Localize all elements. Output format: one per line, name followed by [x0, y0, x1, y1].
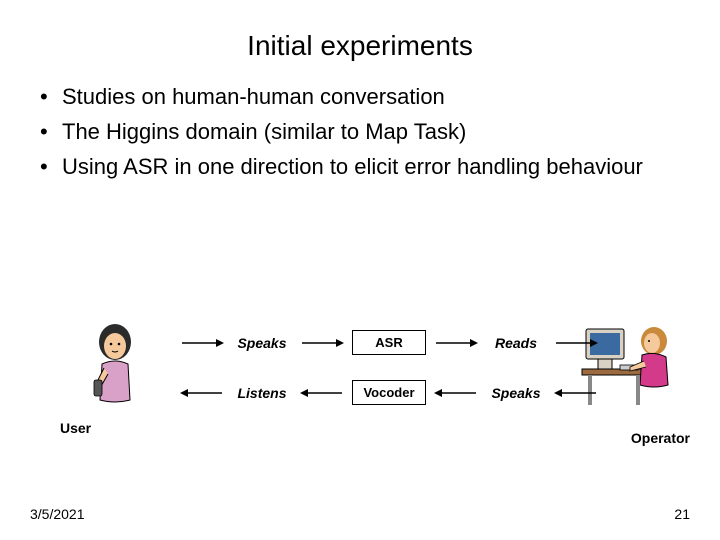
bullet-list: Studies on human-human conversation The …	[0, 82, 720, 182]
bullet-item: Using ASR in one direction to elicit err…	[40, 152, 690, 183]
flow-label-reads: Reads	[486, 335, 546, 351]
arrow-left-icon	[180, 387, 224, 399]
arrow-left-icon	[434, 387, 478, 399]
flow-label-listens: Listens	[232, 385, 292, 401]
flow-row-top: Speaks ASR Reads	[180, 330, 598, 355]
flow-row-bottom: Listens Vocoder Speaks	[180, 380, 598, 405]
footer-date: 3/5/2021	[30, 506, 85, 522]
flow-box-asr: ASR	[352, 330, 426, 355]
arrow-left-icon	[300, 387, 344, 399]
arrow-right-icon	[554, 337, 598, 349]
bullet-item: The Higgins domain (similar to Map Task)	[40, 117, 690, 148]
arrow-right-icon	[180, 337, 224, 349]
flow-label-speaks-op: Speaks	[486, 385, 546, 401]
user-figure-icon	[80, 320, 150, 415]
operator-role-label: Operator	[631, 430, 690, 446]
arrow-right-icon	[300, 337, 344, 349]
flow-label-speaks: Speaks	[232, 335, 292, 351]
flow-diagram: Speaks ASR Reads Listens Vocoder	[60, 310, 680, 470]
flow-box-vocoder: Vocoder	[352, 380, 426, 405]
footer-page: 21	[674, 506, 690, 522]
arrow-left-icon	[554, 387, 598, 399]
bullet-item: Studies on human-human conversation	[40, 82, 690, 113]
user-role-label: User	[60, 420, 91, 436]
slide-title: Initial experiments	[0, 0, 720, 82]
arrow-right-icon	[434, 337, 478, 349]
slide-footer: 3/5/2021 21	[30, 506, 690, 522]
